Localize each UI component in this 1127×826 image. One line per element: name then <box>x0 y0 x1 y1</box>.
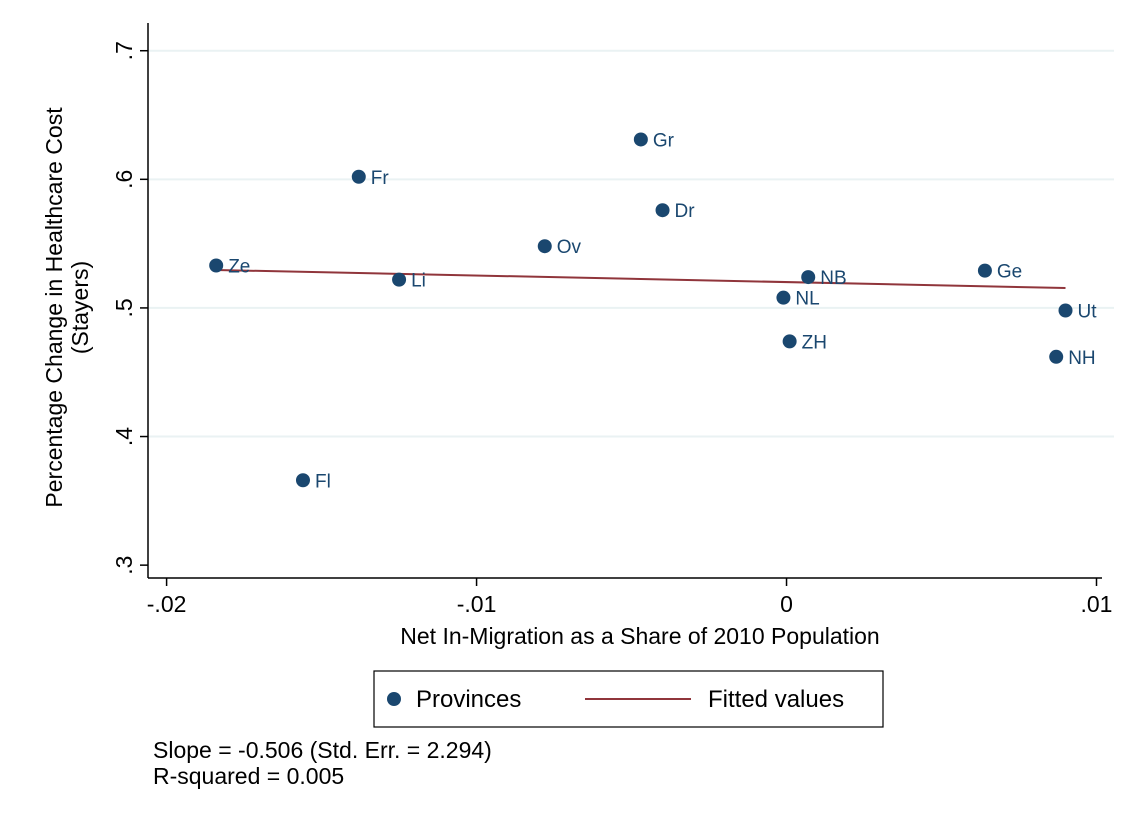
data-point-label: Ge <box>997 262 1022 283</box>
data-point <box>655 203 670 218</box>
x-tick-label: -.02 <box>147 591 187 617</box>
data-point <box>209 258 224 273</box>
data-point-label: NH <box>1068 348 1095 369</box>
legend-label-fitted: Fitted values <box>708 686 844 713</box>
fitted-line <box>216 268 1066 289</box>
data-point-label: Ze <box>228 256 250 277</box>
data-point-label: Dr <box>675 201 696 222</box>
data-point <box>295 473 310 488</box>
data-point <box>1058 303 1073 318</box>
y-axis-title-line-1: Percentage Change in Healthcare Cost <box>41 107 67 508</box>
data-point <box>351 169 366 184</box>
chart-note: Slope = -0.506 (Std. Err. = 2.294) <box>153 737 492 763</box>
y-tick-label: .3 <box>111 556 137 575</box>
legend-marker-provinces <box>387 692 401 706</box>
data-point-label: Gr <box>653 130 675 151</box>
y-tick-label: .4 <box>111 427 137 446</box>
y-tick-label: .7 <box>111 41 137 60</box>
x-tick-label: .01 <box>1081 591 1113 617</box>
data-point-label: Li <box>411 271 426 292</box>
data-point <box>1049 349 1064 364</box>
data-point <box>801 270 816 285</box>
y-tick-label: .5 <box>111 298 137 317</box>
x-tick-label: -.01 <box>457 591 497 617</box>
data-point <box>537 239 552 254</box>
data-point-label: NB <box>820 268 846 289</box>
data-point-label: Ut <box>1078 302 1098 323</box>
x-axis-title: Net In-Migration as a Share of 2010 Popu… <box>400 623 879 649</box>
data-point-label: NL <box>795 289 819 310</box>
legend-label-provinces: Provinces <box>416 686 521 713</box>
data-point <box>782 334 797 349</box>
chart-note: R-squared = 0.005 <box>153 763 344 789</box>
data-point-label: Fr <box>371 168 390 189</box>
y-axis-title-line-2: (Stayers) <box>67 261 93 354</box>
y-tick-label: .6 <box>111 170 137 189</box>
data-point <box>392 272 407 287</box>
data-point-label: Ov <box>557 237 582 258</box>
data-point <box>776 290 791 305</box>
x-tick-label: 0 <box>780 591 793 617</box>
data-point-label: ZH <box>802 332 827 353</box>
data-point <box>633 132 648 147</box>
data-point <box>977 263 992 278</box>
data-point-label: Fl <box>315 471 331 492</box>
